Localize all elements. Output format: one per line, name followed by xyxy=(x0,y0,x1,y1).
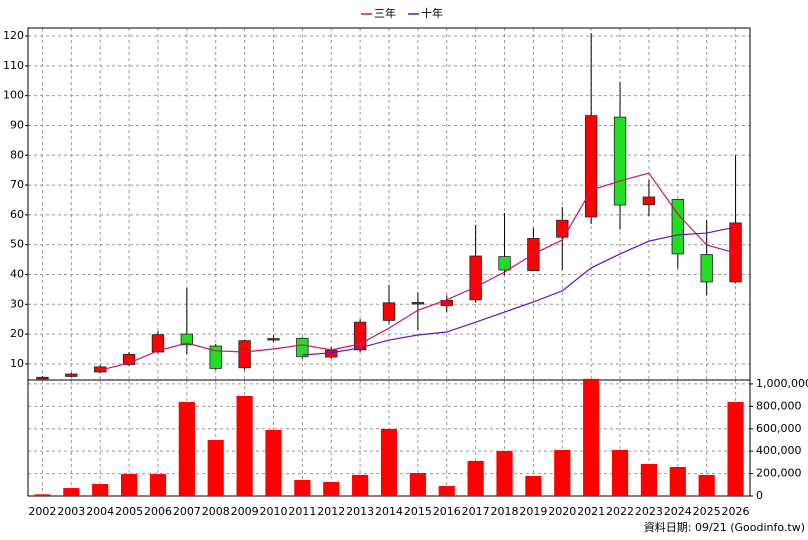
candle-body xyxy=(584,115,598,218)
x-tick-label: 2002 xyxy=(28,505,56,518)
volume-bar xyxy=(380,428,398,496)
candle-body xyxy=(642,196,656,206)
volume-bar xyxy=(611,449,629,496)
y-tick-label: 70 xyxy=(10,178,24,191)
y-tick-label: 30 xyxy=(10,297,24,310)
y-tick-label: 120 xyxy=(3,29,24,42)
y2-tick-label: 800,000 xyxy=(756,399,802,412)
y-tick-label: 50 xyxy=(10,238,24,251)
volume-bar xyxy=(669,466,686,496)
y-tick-label: 90 xyxy=(10,118,24,131)
volume-bar xyxy=(92,484,109,496)
x-tick-label: 2013 xyxy=(346,505,374,518)
source-note: 資料日期: 09/21 (Goodinfo.tw) xyxy=(644,520,805,534)
y2-tick-label: 0 xyxy=(756,489,763,502)
x-tick-label: 2020 xyxy=(548,505,576,518)
x-tick-label: 2007 xyxy=(173,505,201,518)
volume-bar xyxy=(120,474,138,496)
x-tick-label: 2019 xyxy=(519,505,547,518)
legend-label: 十年 xyxy=(421,6,443,20)
candle-body xyxy=(267,338,280,341)
y-tick-label: 100 xyxy=(3,89,24,102)
x-tick-label: 2016 xyxy=(433,505,461,518)
volume-bar xyxy=(323,481,340,496)
y2-tick-label: 1,000,000 xyxy=(756,377,808,390)
legend-label: 三年 xyxy=(374,6,396,20)
candle-body xyxy=(469,255,482,301)
candle-body xyxy=(498,256,511,271)
line-series xyxy=(302,226,736,356)
x-tick-label: 2005 xyxy=(115,505,143,518)
x-tick-label: 2022 xyxy=(606,505,634,518)
x-tick-label: 2004 xyxy=(86,505,114,518)
volume-bar xyxy=(554,449,571,496)
volume-bar xyxy=(727,401,744,496)
line-series xyxy=(100,172,736,371)
volume-bar xyxy=(149,474,167,496)
candle-body xyxy=(65,373,78,377)
volume-bar xyxy=(467,460,484,496)
x-tick-label: 2003 xyxy=(57,505,85,518)
x-tick-label: 2025 xyxy=(693,505,721,518)
x-tick-label: 2024 xyxy=(664,505,692,518)
x-tick-label: 2023 xyxy=(635,505,663,518)
y-tick-label: 20 xyxy=(10,327,24,340)
candle-body xyxy=(238,340,251,369)
volume-bar xyxy=(525,475,542,496)
x-tick-label: 2018 xyxy=(491,505,519,518)
volume-bar xyxy=(352,474,369,496)
x-tick-label: 2008 xyxy=(202,505,230,518)
volume-bar xyxy=(63,488,80,496)
candle-body xyxy=(556,219,569,238)
y-tick-label: 10 xyxy=(10,357,24,370)
x-tick-label: 2012 xyxy=(317,505,345,518)
candle-body xyxy=(151,334,165,353)
volume-bar xyxy=(34,494,51,496)
candle-body xyxy=(180,333,194,346)
candle-body xyxy=(613,116,627,206)
volume-bar xyxy=(294,479,311,496)
volume-bar xyxy=(265,429,282,496)
candle-body xyxy=(122,353,136,365)
y2-tick-label: 400,000 xyxy=(756,444,802,457)
candle-body xyxy=(296,337,309,358)
volume-bar xyxy=(438,486,455,496)
x-tick-label: 2009 xyxy=(231,505,259,518)
volume-bar xyxy=(496,450,513,496)
candle-body xyxy=(382,302,396,321)
x-tick-label: 2011 xyxy=(288,505,316,518)
volume-bar xyxy=(207,439,224,496)
candle-body xyxy=(209,345,222,369)
candle-body xyxy=(36,376,49,380)
y2-tick-label: 200,000 xyxy=(756,467,802,480)
candle-body xyxy=(411,302,425,305)
volume-bar xyxy=(698,474,715,496)
volume-bar xyxy=(583,378,600,496)
x-tick-label: 2010 xyxy=(259,505,287,518)
y-tick-label: 60 xyxy=(10,208,24,221)
x-tick-label: 2014 xyxy=(375,505,403,518)
x-tick-label: 2015 xyxy=(404,505,432,518)
y-tick-label: 80 xyxy=(10,148,24,161)
x-tick-label: 2026 xyxy=(722,505,750,518)
candle-body xyxy=(94,366,107,373)
volume-bar xyxy=(409,473,426,496)
y-tick-label: 40 xyxy=(10,267,24,280)
candle-body xyxy=(671,198,684,255)
x-tick-label: 2021 xyxy=(577,505,605,518)
candle-body xyxy=(700,254,713,283)
volume-bar xyxy=(640,463,658,496)
x-tick-label: 2006 xyxy=(144,505,172,518)
y2-tick-label: 600,000 xyxy=(756,422,802,435)
candle-body xyxy=(353,321,367,351)
y-tick-label: 110 xyxy=(3,59,24,72)
volume-bar xyxy=(178,401,195,496)
volume-bar xyxy=(236,395,253,496)
x-tick-label: 2017 xyxy=(462,505,490,518)
